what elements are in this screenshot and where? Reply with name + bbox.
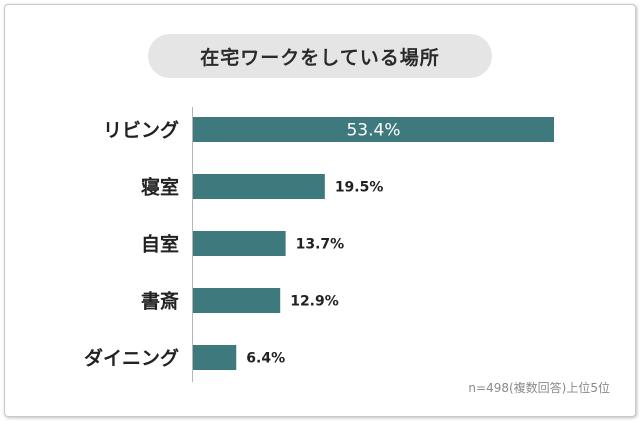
category-label: 寝室	[141, 176, 179, 199]
data-label: 6.4%	[246, 351, 285, 367]
data-label: 19.5%	[335, 180, 384, 196]
bar	[193, 117, 554, 142]
bars-group: リビング 53.4% 寝室 19.5% 自室 13.7% 書斎 12.9% ダイニング 6.4%	[84, 117, 554, 370]
bar	[193, 231, 286, 256]
bar	[193, 345, 237, 370]
data-label: 12.9%	[290, 294, 339, 310]
category-label: 自室	[141, 233, 179, 256]
chart-title: 在宅ワークをしている場所	[148, 34, 492, 78]
bar	[193, 174, 325, 199]
category-label: ダイニング	[84, 347, 179, 370]
sample-note: n=498(複数回答)上位5位	[468, 381, 610, 395]
category-label: 書斎	[141, 290, 179, 313]
data-label: 13.7%	[296, 237, 345, 253]
category-label: リビング	[103, 119, 179, 142]
bar	[193, 288, 281, 313]
data-label: 53.4%	[346, 121, 400, 141]
